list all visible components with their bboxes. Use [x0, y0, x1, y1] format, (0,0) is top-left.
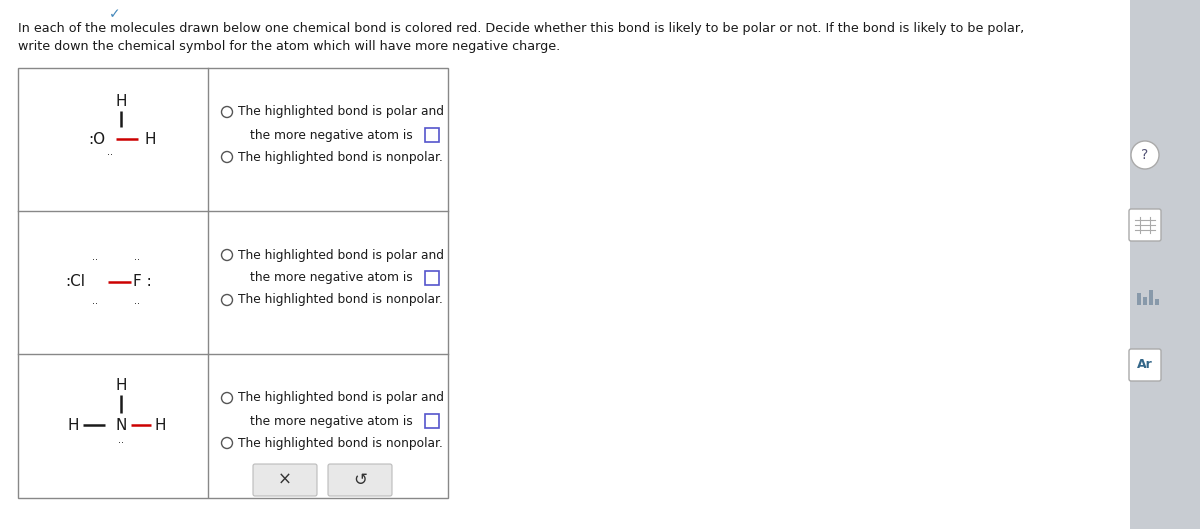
Bar — [425, 271, 439, 285]
Text: The highlighted bond is polar and: The highlighted bond is polar and — [238, 391, 444, 405]
FancyBboxPatch shape — [1129, 209, 1162, 241]
Circle shape — [222, 106, 233, 117]
FancyBboxPatch shape — [1129, 349, 1162, 381]
Text: ··: ·· — [107, 150, 113, 160]
Text: ?: ? — [1141, 148, 1148, 162]
Text: H: H — [155, 417, 167, 433]
Circle shape — [222, 437, 233, 449]
Bar — [425, 414, 439, 428]
Bar — [1154, 299, 1159, 305]
Text: The highlighted bond is polar and: The highlighted bond is polar and — [238, 105, 444, 118]
Bar — [1130, 0, 1200, 529]
Text: H: H — [115, 94, 127, 108]
Text: ··: ·· — [134, 255, 140, 265]
Bar — [18, 68, 448, 498]
Circle shape — [222, 151, 233, 162]
Bar — [1150, 290, 1153, 305]
Bar — [1138, 293, 1141, 305]
Text: The highlighted bond is nonpolar.: The highlighted bond is nonpolar. — [238, 150, 443, 163]
Circle shape — [222, 295, 233, 306]
Text: the more negative atom is: the more negative atom is — [250, 129, 413, 141]
Text: ··: ·· — [118, 438, 124, 448]
Circle shape — [222, 250, 233, 260]
Text: The highlighted bond is nonpolar.: The highlighted bond is nonpolar. — [238, 294, 443, 306]
Bar — [1142, 297, 1147, 305]
Text: H: H — [67, 417, 79, 433]
Text: Ar: Ar — [1138, 359, 1153, 371]
Text: :O: :O — [88, 132, 106, 147]
Text: ··: ·· — [92, 299, 98, 309]
Text: H: H — [115, 378, 127, 393]
FancyBboxPatch shape — [253, 464, 317, 496]
Text: ↺: ↺ — [353, 471, 367, 489]
FancyBboxPatch shape — [328, 464, 392, 496]
Circle shape — [222, 393, 233, 404]
Text: The highlighted bond is polar and: The highlighted bond is polar and — [238, 249, 444, 261]
Text: ✓: ✓ — [109, 7, 121, 21]
Text: N: N — [115, 417, 127, 433]
Text: :Cl: :Cl — [65, 275, 85, 289]
Text: In each of the molecules drawn below one chemical bond is colored red. Decide wh: In each of the molecules drawn below one… — [18, 22, 1025, 35]
Circle shape — [1132, 141, 1159, 169]
Text: ×: × — [278, 471, 292, 489]
Text: ··: ·· — [134, 299, 140, 309]
Text: H: H — [145, 132, 156, 147]
Text: the more negative atom is: the more negative atom is — [250, 271, 413, 285]
Bar — [425, 128, 439, 142]
Text: write down the chemical symbol for the atom which will have more negative charge: write down the chemical symbol for the a… — [18, 40, 560, 53]
Text: ··: ·· — [92, 255, 98, 265]
Text: The highlighted bond is nonpolar.: The highlighted bond is nonpolar. — [238, 436, 443, 450]
Text: F :: F : — [133, 275, 151, 289]
Text: the more negative atom is: the more negative atom is — [250, 415, 413, 427]
